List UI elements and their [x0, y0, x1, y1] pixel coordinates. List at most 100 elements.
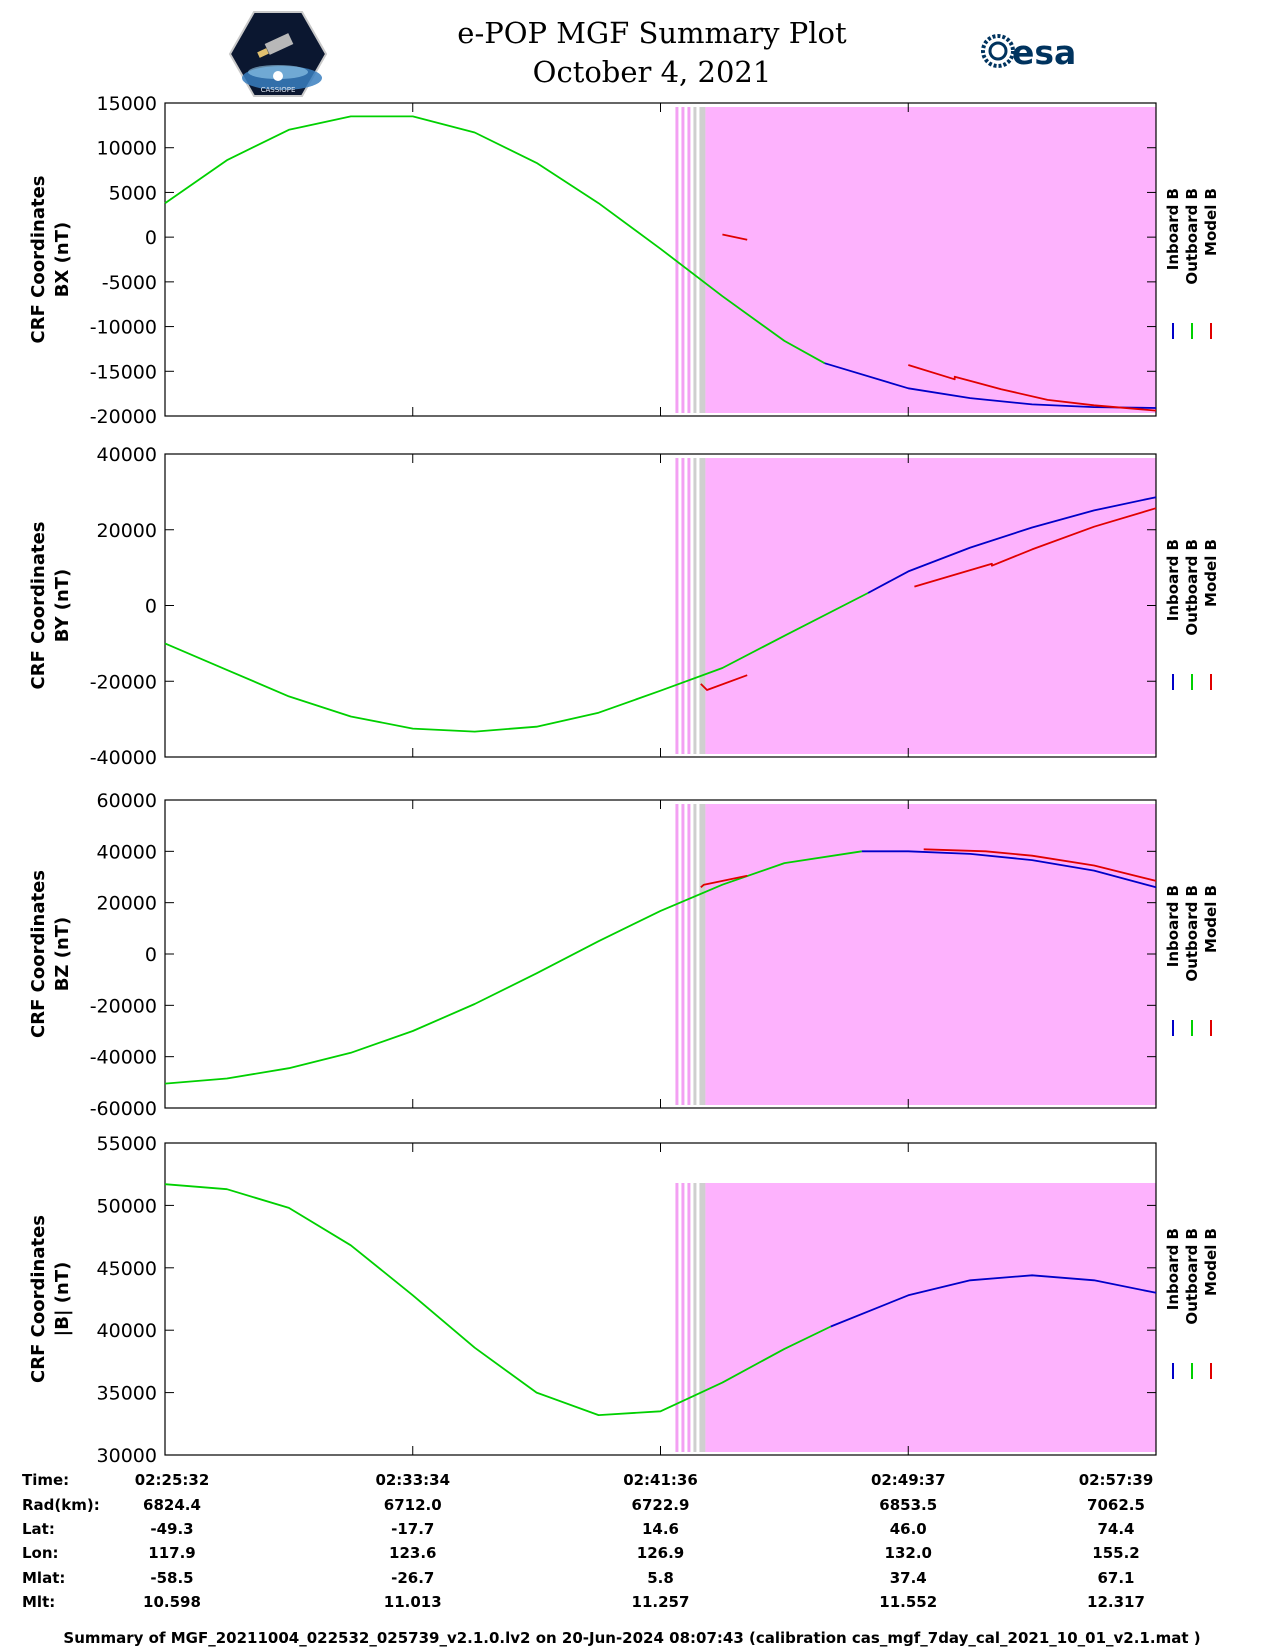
- mode-stripe: [675, 107, 679, 413]
- series-outboard-b: [164, 592, 869, 733]
- header: CASSIOPE e-POP MGF Summary Plot October …: [228, 11, 1076, 97]
- series-inboard-b: [867, 496, 1157, 594]
- legend: Inboard B Outboard B Model B: [1164, 885, 1220, 1036]
- info-cell: 74.4: [1097, 1520, 1134, 1538]
- cassiope-logo: CASSIOPE: [228, 11, 328, 97]
- mode-stripe: [687, 458, 691, 754]
- mode-stripe: [693, 107, 697, 413]
- info-cell: 12.317: [1087, 1593, 1145, 1611]
- series-inboard-b: [830, 1274, 1157, 1328]
- panel-2: 40000 20000 0 -20000 -40000 CRF Coordinates BY…: [28, 444, 1220, 769]
- y-tick-label: 55000: [97, 1133, 157, 1155]
- y-axis-label: CRF Coordinates: [28, 1215, 49, 1383]
- series-model-b: [923, 848, 1157, 882]
- legend-label: Outboard B: [1183, 1228, 1201, 1325]
- y-tick-label: 40000: [97, 1320, 157, 1342]
- info-cell: 02:57:39: [1079, 1471, 1154, 1489]
- legend: Inboard B Outboard B Model B: [1164, 188, 1220, 339]
- y-tick-label: 15000: [97, 93, 157, 115]
- info-cell: 11.552: [879, 1593, 937, 1611]
- mode-stripe: [687, 1183, 691, 1452]
- esa-logo: esa: [981, 33, 1076, 72]
- info-cell: 37.4: [890, 1569, 927, 1587]
- legend-label: Inboard B: [1164, 885, 1182, 967]
- series-inboard-b: [861, 850, 1157, 889]
- legend-label: Outboard B: [1183, 188, 1201, 285]
- mode-shading: [674, 1183, 1156, 1452]
- legend-label: Inboard B: [1164, 188, 1182, 270]
- mode-stripe: [681, 107, 685, 413]
- y-tick-label: 50000: [97, 1195, 157, 1217]
- y-tick-label: -20000: [90, 671, 157, 693]
- mode-stripe: [681, 458, 685, 754]
- info-cell: 02:41:36: [623, 1471, 698, 1489]
- info-cell: 10.598: [143, 1593, 201, 1611]
- info-cell: 117.9: [148, 1544, 195, 1562]
- y-tick-label: 35000: [97, 1383, 157, 1405]
- info-cell: 11.013: [384, 1593, 442, 1611]
- y-axis-label: BY (nT): [52, 569, 73, 643]
- info-cell: -26.7: [391, 1569, 434, 1587]
- plot-panels: 150001000050000-5000-10000-15000-20000CR…: [28, 93, 1220, 1467]
- page-date: October 4, 2021: [533, 55, 772, 89]
- info-cell: 126.9: [637, 1544, 684, 1562]
- info-cell: 7062.5: [1087, 1496, 1145, 1514]
- y-tick-label: -60000: [90, 1098, 157, 1120]
- info-cell: 02:49:37: [871, 1471, 946, 1489]
- legend-label: Model B: [1202, 188, 1220, 256]
- y-tick-label: 0: [145, 596, 157, 618]
- y-tick-label: 5000: [109, 182, 157, 204]
- series-model-b: [700, 874, 748, 888]
- orbit-info-table: Time: Rad(km): Lat: Lon: Mlat: Mlt: 02:25:32 68…: [22, 1471, 1153, 1611]
- legend-label: Model B: [1202, 539, 1220, 607]
- info-cell: 02:33:34: [375, 1471, 450, 1489]
- series-outboard-b: [164, 1183, 832, 1416]
- mode-stripe: [693, 804, 697, 1105]
- legend-label: Inboard B: [1164, 1228, 1182, 1310]
- mode-stripe: [699, 458, 706, 754]
- y-tick-label: -15000: [90, 361, 157, 383]
- y-tick-label: -10000: [90, 317, 157, 339]
- info-row-label: Lon:: [22, 1544, 59, 1562]
- info-row-label: Rad(km):: [22, 1496, 100, 1514]
- info-cell: 6722.9: [632, 1496, 690, 1514]
- mode-shading: [674, 107, 1156, 413]
- info-row-label: Mlat:: [22, 1569, 65, 1587]
- esa-logo-text: esa: [1012, 33, 1076, 72]
- mode-stripe: [693, 458, 697, 754]
- y-tick-label: -40000: [90, 747, 157, 769]
- cassiope-logo-text: CASSIOPE: [261, 86, 296, 94]
- mode-shade-area: [705, 458, 1156, 754]
- series-inboard-b: [824, 362, 1157, 409]
- mode-shading: [674, 458, 1156, 754]
- y-tick-label: 40000: [97, 444, 157, 466]
- legend-label: Model B: [1202, 1228, 1220, 1296]
- legend-label: Outboard B: [1183, 885, 1201, 982]
- y-axis-label: BZ (nT): [52, 917, 73, 992]
- info-cell: -17.7: [391, 1520, 434, 1538]
- legend-label: Model B: [1202, 885, 1220, 953]
- mode-stripe: [681, 804, 685, 1105]
- mode-stripe: [699, 804, 706, 1105]
- mode-stripe: [681, 1183, 685, 1452]
- legend-label: Outboard B: [1183, 539, 1201, 636]
- y-tick-label: 20000: [97, 893, 157, 915]
- info-cell: 11.257: [632, 1593, 690, 1611]
- mode-stripe: [693, 1183, 697, 1452]
- y-tick-label: -20000: [90, 406, 157, 428]
- series-model-b: [908, 364, 1157, 412]
- legend-label: Inboard B: [1164, 539, 1182, 621]
- info-cell: 67.1: [1097, 1569, 1134, 1587]
- y-tick-label: 45000: [97, 1258, 157, 1280]
- series-outboard-b: [164, 850, 862, 1085]
- info-row-label: Mlt:: [22, 1593, 55, 1611]
- info-cell: 46.0: [890, 1520, 927, 1538]
- mode-shade-area: [705, 804, 1156, 1105]
- info-cell: -49.3: [150, 1520, 193, 1538]
- page-title: e-POP MGF Summary Plot: [457, 16, 847, 50]
- mode-stripe: [675, 804, 679, 1105]
- info-row-label: Time:: [22, 1471, 69, 1489]
- info-cell: 6853.5: [879, 1496, 937, 1514]
- y-axis-label: BX (nT): [52, 222, 73, 297]
- y-axis-label: CRF Coordinates: [28, 176, 49, 344]
